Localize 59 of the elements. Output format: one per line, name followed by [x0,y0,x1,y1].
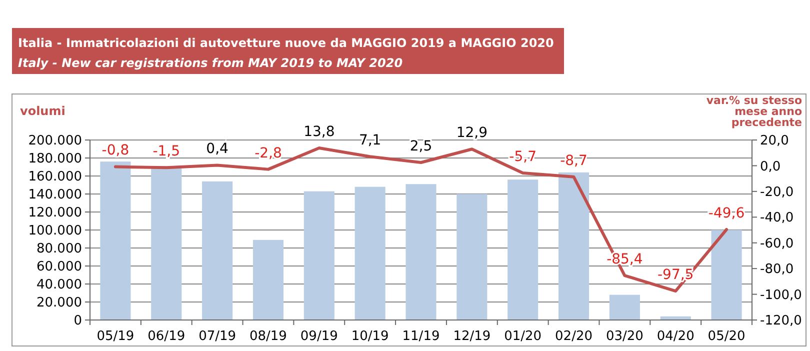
y2-tick-label: -60,0 [760,236,794,252]
bar [609,294,640,320]
y2-tick-label: -100,0 [760,288,802,303]
bar [252,240,284,320]
x-tick-label: 02/20 [555,329,593,344]
x-tick-label: 08/19 [249,329,287,344]
y-tick-label: 180.000 [28,152,82,167]
y-tick-label: 140.000 [28,188,82,203]
y2-tick-label: -20,0 [760,184,794,200]
x-tick-label: 04/20 [656,329,694,344]
y-tick-label: 60.000 [36,260,82,275]
x-tick-label: 12/19 [453,329,491,344]
data-label: 7,1 [358,132,382,149]
data-label: 12,9 [456,125,488,142]
y-tick-label: 100.000 [28,224,82,239]
data-label: 0,4 [206,141,229,158]
data-label: -0,8 [102,142,130,159]
bar [354,186,386,320]
x-tick-label: 01/20 [504,329,542,344]
x-tick-label: 09/19 [300,329,338,344]
y-tick-label: 20.000 [36,296,82,311]
y-tick-label: 40.000 [36,278,82,293]
y-tick-label: 0 [74,314,82,329]
y2-tick-label: 20,0 [760,134,789,149]
x-tick-label: 03/20 [606,329,644,344]
data-label: 13,8 [304,124,335,140]
x-tick-label: 11/19 [402,329,440,344]
bar [456,194,488,320]
bar [711,230,742,320]
data-label: -8,7 [560,152,588,169]
data-label: -49,6 [708,205,745,222]
y-tick-label: 80.000 [36,242,82,257]
data-label: 2,5 [410,138,432,154]
y-tick-label: 200.000 [28,134,82,149]
x-tick-label: 06/19 [148,329,186,344]
y2-axis-title: var.% su stesso mese anno precedente [706,94,802,129]
data-label: -5,7 [509,149,537,166]
y-axis-title: volumi [20,104,66,118]
x-tick-label: 10/19 [351,329,389,344]
bar [151,166,182,320]
data-label: -2,8 [254,145,282,162]
y2-tick-label: -120,0 [760,314,802,329]
x-tick-label: 07/19 [198,329,236,344]
data-label: -1,5 [152,144,180,160]
x-tick-label: 05/19 [96,329,134,344]
chart-title: Italia - Immatricolazioni di autovetture nuove da MAGGIO 2019 a MAGGIO 2020 [18,36,554,50]
y2-tick-label: -80,0 [760,262,794,278]
y-tick-label: 120.000 [28,206,82,221]
bar [508,180,538,320]
chart-subtitle: Italy - New car registrations from MAY 2019 to MAY 2020 [18,56,403,70]
y2-tick-label: -40,0 [760,210,794,226]
bar [202,181,233,320]
y2-tick-label: 0,0 [760,159,781,174]
bar [558,172,590,320]
y-tick-label: 160.000 [28,170,82,185]
x-tick-label: 05/20 [708,329,746,344]
bar [406,184,436,320]
bar [100,162,131,320]
bar [304,191,334,320]
